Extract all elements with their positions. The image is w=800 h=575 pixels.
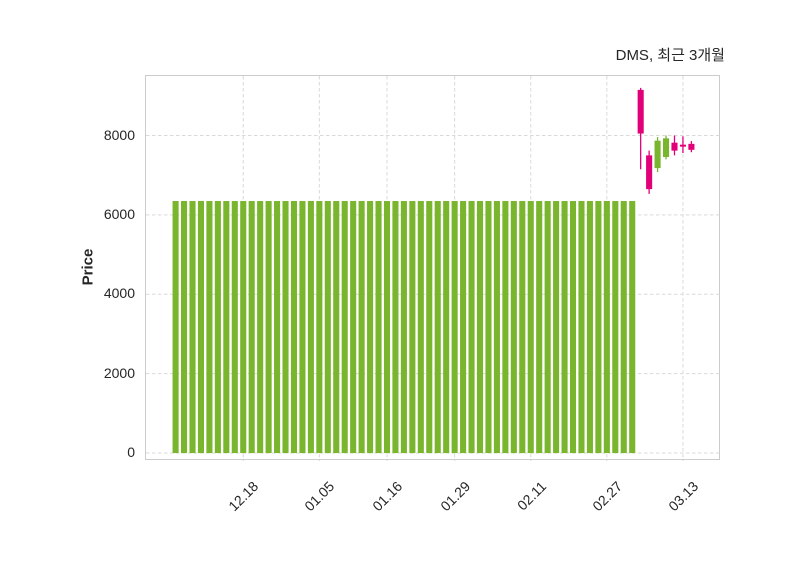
candle-body	[637, 89, 644, 134]
candle-body	[248, 201, 255, 454]
candle-body	[561, 201, 568, 454]
y-tick-label: 4000	[103, 285, 135, 302]
candle-body	[460, 201, 467, 454]
candle-body	[553, 201, 560, 454]
candle-body	[375, 201, 382, 454]
y-axis-label: Price	[79, 248, 97, 286]
candlestick-canvas	[146, 76, 721, 461]
candle-body	[519, 201, 526, 454]
candle-body	[485, 201, 492, 454]
candle-body	[493, 201, 500, 454]
x-tick-label: 01.29	[436, 478, 473, 515]
candle-body	[409, 201, 416, 454]
candle-body	[417, 201, 424, 454]
candle-body	[426, 201, 433, 454]
candle-body	[586, 201, 593, 454]
candle-body	[603, 201, 610, 454]
candle-body	[206, 201, 213, 454]
candle-body	[358, 201, 365, 454]
x-tick-label: 01.05	[301, 478, 338, 515]
candle-body	[333, 201, 340, 454]
candle-body	[231, 201, 238, 454]
y-tick-label: 8000	[103, 126, 135, 143]
candle-body	[544, 201, 551, 454]
candle-body	[307, 201, 314, 454]
candle-body	[316, 201, 323, 454]
candle-body	[172, 201, 179, 454]
candle-body	[392, 201, 399, 454]
candle-body	[299, 201, 306, 454]
candle-body	[502, 201, 509, 454]
candle-body	[662, 138, 670, 157]
candle-body	[451, 201, 458, 454]
candle-body	[197, 201, 205, 454]
candle-body	[214, 201, 221, 454]
candle-body	[569, 201, 577, 454]
candle-body	[510, 201, 517, 454]
candle-body	[400, 201, 407, 454]
candle-body	[679, 144, 686, 147]
y-tick-label: 2000	[103, 364, 135, 381]
candle-body	[290, 201, 298, 454]
candle-body	[646, 155, 653, 190]
y-tick-label: 6000	[103, 205, 135, 222]
plot-area	[145, 75, 721, 461]
candle-body	[367, 201, 374, 454]
chart-title: DMS, 최근 3개월	[615, 47, 725, 64]
candle-body	[527, 201, 534, 454]
candle-body	[240, 201, 247, 454]
candle-body	[578, 201, 585, 454]
candle-body	[443, 201, 450, 454]
candle-body	[223, 201, 230, 454]
candle-body	[595, 201, 602, 454]
candle-body	[629, 201, 636, 454]
candle-body	[282, 201, 289, 454]
candle-body	[341, 201, 348, 454]
candle-body	[189, 201, 196, 454]
candle-body	[536, 201, 543, 454]
x-tick-label: 12.18	[225, 478, 262, 515]
y-tick-label: 0	[127, 444, 135, 461]
candle-body	[476, 201, 484, 454]
candle-body	[620, 201, 627, 454]
candle-body	[468, 201, 475, 454]
x-tick-label: 03.13	[665, 478, 702, 515]
candle-body	[383, 201, 391, 454]
x-tick-label: 02.27	[589, 478, 626, 515]
candle-body	[654, 140, 661, 169]
candle-body	[612, 201, 619, 454]
candle-body	[265, 201, 272, 454]
candle-body	[671, 142, 678, 151]
x-tick-label: 01.16	[369, 478, 406, 515]
candle-body	[434, 201, 441, 454]
x-tick-label: 02.11	[513, 478, 550, 514]
candle-body	[350, 201, 357, 454]
candle-body	[181, 201, 188, 454]
candle-body	[274, 201, 281, 454]
candle-body	[324, 201, 331, 454]
candle-body	[688, 143, 695, 150]
candle-body	[257, 201, 264, 454]
